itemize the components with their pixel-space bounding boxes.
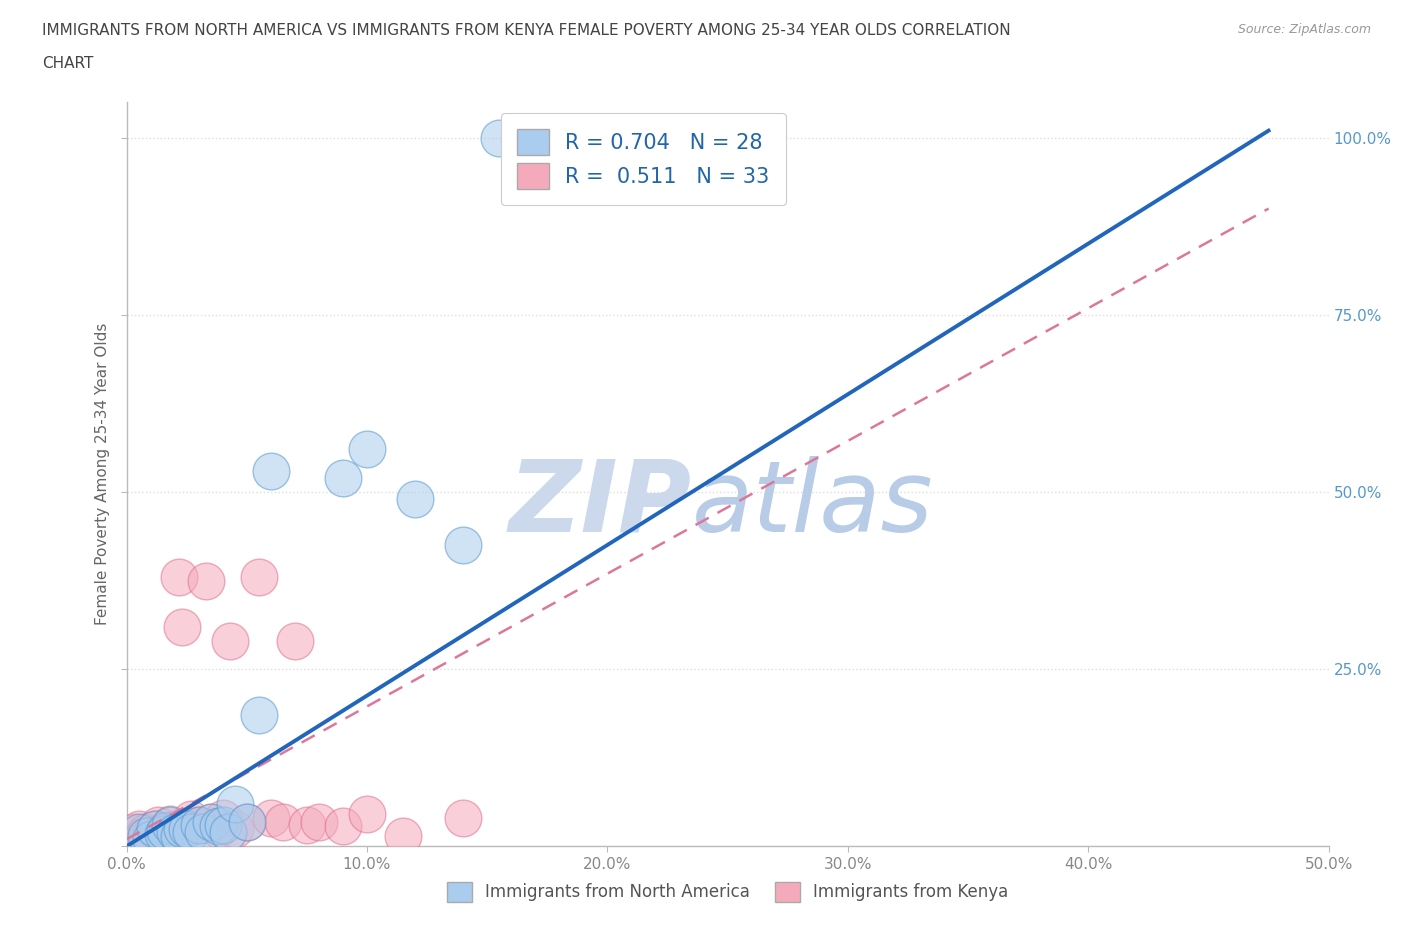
Point [139, 831, 162, 846]
Point [187, 817, 209, 832]
Point [176, 821, 198, 836]
Point [170, 821, 193, 836]
Point [451, 538, 474, 552]
Point [284, 633, 307, 648]
Point [404, 492, 426, 507]
Point [187, 817, 209, 832]
Point [159, 817, 181, 832]
Point [211, 817, 233, 832]
Point [247, 569, 270, 584]
Point [247, 708, 270, 723]
Point [153, 823, 176, 838]
Point [260, 811, 283, 826]
Text: CHART: CHART [42, 56, 94, 71]
Point [200, 814, 222, 829]
Point [163, 821, 186, 836]
Point [488, 130, 510, 145]
Point [132, 829, 155, 844]
Point [224, 796, 246, 811]
Point [644, 130, 666, 145]
Legend: Immigrants from North America, Immigrants from Kenya: Immigrants from North America, Immigrant… [440, 875, 1015, 909]
Y-axis label: Female Poverty Among 25-34 Year Olds: Female Poverty Among 25-34 Year Olds [94, 323, 110, 626]
Point [235, 814, 259, 829]
Point [235, 814, 259, 829]
Point [211, 811, 233, 826]
Point [163, 825, 186, 840]
Point [193, 825, 215, 840]
Point [219, 633, 242, 648]
Point [200, 814, 222, 829]
Point [169, 569, 191, 584]
Point [295, 817, 318, 832]
Point [156, 829, 179, 844]
Point [260, 463, 283, 478]
Point [145, 821, 167, 836]
Point [128, 821, 150, 836]
Point [135, 829, 157, 844]
Point [451, 811, 474, 826]
Point [224, 821, 246, 836]
Point [152, 823, 174, 838]
Point [169, 829, 191, 844]
Point [332, 819, 354, 834]
Point [152, 826, 174, 841]
Point [176, 819, 198, 834]
Point [207, 821, 229, 836]
Point [122, 825, 145, 840]
Point [194, 573, 217, 588]
Point [207, 819, 229, 834]
Text: ZIP: ZIP [509, 456, 692, 552]
Text: atlas: atlas [692, 456, 934, 552]
Point [356, 807, 378, 822]
Text: Source: ZipAtlas.com: Source: ZipAtlas.com [1237, 23, 1371, 36]
Point [146, 817, 169, 832]
Point [159, 817, 181, 831]
Point [135, 825, 157, 840]
Text: IMMIGRANTS FROM NORTH AMERICA VS IMMIGRANTS FROM KENYA FEMALE POVERTY AMONG 25-3: IMMIGRANTS FROM NORTH AMERICA VS IMMIGRA… [42, 23, 1011, 38]
Point [271, 814, 294, 829]
Point [180, 825, 202, 840]
Point [308, 814, 330, 829]
Point [217, 825, 239, 840]
Point [356, 442, 378, 457]
Point [332, 471, 354, 485]
Point [145, 821, 167, 836]
Point [128, 825, 150, 840]
Point [139, 826, 162, 841]
Point [392, 829, 415, 844]
Point [170, 619, 193, 634]
Point [180, 812, 202, 827]
